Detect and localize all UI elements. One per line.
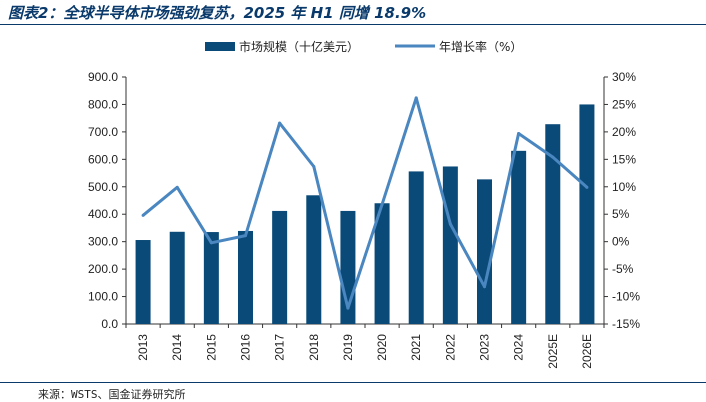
legend-bar-swatch bbox=[205, 42, 235, 51]
left-tick-label: 600.0 bbox=[88, 152, 118, 166]
right-tick-label: 15% bbox=[612, 152, 636, 166]
bar bbox=[579, 104, 595, 324]
growth-point bbox=[209, 241, 213, 245]
x-tick-label: 2025E bbox=[546, 334, 560, 369]
right-tick-label: 5% bbox=[612, 207, 630, 221]
x-tick-label: 2020 bbox=[375, 334, 389, 361]
growth-point bbox=[448, 222, 452, 226]
left-tick-label: 700.0 bbox=[88, 125, 118, 139]
left-tick-label: 900.0 bbox=[88, 70, 118, 84]
left-tick-label: 800.0 bbox=[88, 97, 118, 111]
x-tick-label: 2021 bbox=[409, 334, 423, 361]
growth-point bbox=[551, 155, 555, 159]
growth-point bbox=[346, 306, 350, 310]
left-tick-label: 100.0 bbox=[88, 290, 118, 304]
figure-title: 图表2：全球半导体市场强劲复苏，2025 年 H1 同增 18.9% bbox=[8, 4, 427, 22]
bar-series bbox=[135, 104, 595, 325]
left-tick-label: 200.0 bbox=[88, 262, 118, 276]
bar bbox=[169, 231, 185, 324]
bar bbox=[203, 232, 219, 324]
left-tick-label: 400.0 bbox=[88, 207, 118, 221]
right-tick-label: 25% bbox=[612, 97, 636, 111]
bar bbox=[135, 240, 151, 324]
growth-point bbox=[483, 285, 486, 289]
bar bbox=[511, 150, 527, 324]
legend: 市场规模（十亿美元） 年增长率（%） bbox=[205, 39, 522, 54]
x-tick-label: 2017 bbox=[273, 334, 287, 361]
right-tick-label: 20% bbox=[612, 125, 636, 139]
x-tick-label: 2015 bbox=[204, 334, 218, 361]
x-tick-label: 2026E bbox=[580, 334, 594, 369]
x-tick-label: 2013 bbox=[136, 334, 150, 361]
growth-point bbox=[585, 185, 589, 189]
chart: 市场规模（十亿美元） 年增长率（%） 0.0 100.0 200.0 300.0 400… bbox=[88, 39, 640, 369]
growth-point bbox=[517, 132, 521, 136]
growth-point bbox=[414, 96, 418, 100]
growth-point bbox=[380, 202, 384, 206]
right-tick-label: 30% bbox=[612, 70, 636, 84]
growth-line bbox=[142, 96, 588, 310]
left-tick-label: 300.0 bbox=[88, 235, 118, 249]
growth-point bbox=[312, 164, 316, 168]
bar bbox=[477, 179, 492, 324]
right-tick-label: -15% bbox=[612, 317, 640, 331]
right-tick-label: -5% bbox=[612, 262, 634, 276]
x-tick-label: 2014 bbox=[170, 334, 184, 361]
bar bbox=[442, 166, 458, 324]
x-tick-label: 2024 bbox=[512, 334, 526, 361]
growth-point bbox=[278, 121, 282, 125]
source-note: 来源：WSTS、国金证券研究所 bbox=[38, 388, 186, 401]
x-tick-label: 2016 bbox=[239, 334, 253, 361]
x-axis-labels: 2013 2014 2015 2016 2017 2018 2019 2020 2021 2022… bbox=[136, 334, 594, 369]
source-rule bbox=[0, 382, 706, 383]
bar bbox=[272, 210, 288, 324]
growth-point bbox=[244, 234, 247, 238]
growth-point bbox=[175, 185, 179, 189]
bar bbox=[408, 171, 424, 324]
x-tick-label: 2019 bbox=[341, 334, 355, 361]
legend-bar-label: 市场规模（十亿美元） bbox=[239, 39, 359, 54]
legend-line-label: 年增长率（%） bbox=[439, 39, 522, 54]
growth-point bbox=[141, 213, 145, 217]
bar bbox=[238, 230, 253, 324]
bar bbox=[374, 203, 390, 324]
left-tick-label: 0.0 bbox=[101, 317, 118, 331]
line-series bbox=[141, 96, 589, 310]
x-tick-label: 2022 bbox=[443, 334, 457, 361]
right-tick-label: 0% bbox=[612, 235, 630, 249]
title-rule bbox=[0, 24, 706, 25]
x-tick-label: 2023 bbox=[478, 334, 492, 361]
bar bbox=[306, 195, 322, 324]
right-tick-label: -10% bbox=[612, 290, 640, 304]
right-tick-label: 10% bbox=[612, 180, 636, 194]
left-tick-label: 500.0 bbox=[88, 180, 118, 194]
x-tick-label: 2018 bbox=[307, 334, 321, 361]
bar bbox=[545, 124, 561, 325]
